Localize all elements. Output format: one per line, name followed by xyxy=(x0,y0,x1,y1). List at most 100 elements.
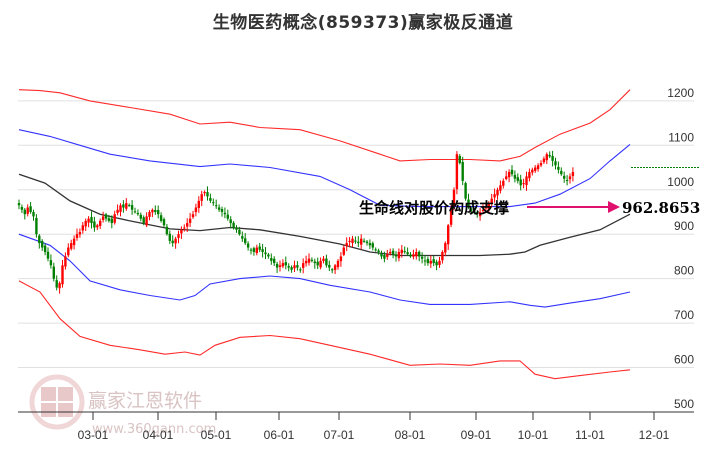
candle-body xyxy=(531,169,534,173)
candle-body xyxy=(513,174,517,179)
candle-body xyxy=(84,220,87,227)
candle-body xyxy=(191,214,195,218)
candle-body xyxy=(394,254,398,257)
channel-lines xyxy=(18,89,631,380)
candle-body xyxy=(539,163,543,166)
x-tick-label: 12-01 xyxy=(639,428,670,442)
life-line-line xyxy=(18,173,631,257)
candle-body xyxy=(368,243,372,246)
candle-body xyxy=(90,217,93,224)
candle-body xyxy=(502,180,505,186)
candle-body xyxy=(339,256,343,262)
candle-body xyxy=(38,235,41,244)
candle-body xyxy=(420,256,424,259)
candle-body xyxy=(20,207,24,210)
candle-body xyxy=(26,207,29,214)
candle-body xyxy=(400,249,403,254)
candle-body xyxy=(447,225,450,245)
y-tick-label: 1200 xyxy=(667,86,694,100)
candle-body xyxy=(61,265,64,285)
candle-body xyxy=(362,240,366,242)
y-axis: 500 600 700 800 900 1000 1100 1200 xyxy=(667,86,694,411)
candle-body xyxy=(273,258,276,264)
candle-body xyxy=(35,217,38,235)
candle-body xyxy=(159,215,163,221)
candle-body xyxy=(563,175,566,179)
inner-lower-line xyxy=(18,233,631,308)
candle-body xyxy=(548,154,551,157)
candle-body xyxy=(386,254,389,257)
watermark-brand: 赢家江恩软件 xyxy=(88,390,202,412)
candle-body xyxy=(122,204,125,208)
candle-body xyxy=(560,170,563,175)
candle-body xyxy=(432,259,435,264)
watermark: 赢家江恩软件 www.360gann.com xyxy=(29,374,216,437)
candle-body xyxy=(449,207,453,225)
x-tick-label: 05-01 xyxy=(201,428,232,442)
candle-body xyxy=(452,189,456,206)
candle-body xyxy=(168,233,171,241)
candle-body xyxy=(380,253,383,257)
candle-body xyxy=(348,240,351,242)
candle-body xyxy=(310,259,314,261)
candle-body xyxy=(261,249,264,252)
candle-body xyxy=(568,176,572,180)
candle-body xyxy=(516,177,519,181)
candle-body xyxy=(171,240,174,244)
candle-body xyxy=(290,267,293,270)
candle-body xyxy=(299,269,302,271)
candle-body xyxy=(490,198,493,204)
y-tick-label: 1000 xyxy=(667,175,694,189)
candle-body xyxy=(534,167,537,171)
candle-body xyxy=(426,258,430,264)
candle-body xyxy=(49,260,53,266)
candle-body xyxy=(70,243,73,249)
candle-body xyxy=(342,247,345,255)
candle-body xyxy=(17,203,21,206)
candle-body xyxy=(423,260,427,262)
candle-body xyxy=(64,256,67,267)
candle-body xyxy=(148,211,151,217)
candle-body xyxy=(235,227,238,230)
candle-body xyxy=(23,209,26,215)
candle-body xyxy=(32,211,35,217)
candle-body xyxy=(162,219,166,226)
candle-body xyxy=(165,226,169,235)
candle-body xyxy=(525,176,528,186)
candle-body xyxy=(183,227,186,229)
candle-body xyxy=(542,158,546,163)
candle-body xyxy=(55,280,58,288)
candle-body xyxy=(354,240,357,242)
candle-body xyxy=(93,221,96,228)
candle-body xyxy=(226,214,229,219)
candle-body xyxy=(67,247,70,256)
candle-body xyxy=(435,261,438,266)
chart-title: 生物医药概念(859373)赢家极反通道 xyxy=(212,13,514,33)
candle-body xyxy=(136,212,140,215)
candle-body xyxy=(319,260,322,268)
x-axis: 03-01 04-01 05-01 06-01 07-01 08-01 09-01 10-01… xyxy=(18,411,694,442)
candle-body xyxy=(217,207,221,210)
candle-body xyxy=(241,236,244,239)
candle-body xyxy=(113,214,116,223)
candle-body xyxy=(278,265,282,268)
candle-body xyxy=(212,202,215,204)
candle-body xyxy=(481,209,485,212)
candle-body xyxy=(409,254,412,257)
candle-body xyxy=(571,171,575,177)
arrow-head-icon xyxy=(608,201,620,213)
candle-body xyxy=(145,216,148,226)
candle-body xyxy=(438,260,441,265)
candle-body xyxy=(554,161,557,166)
x-tick-label: 10-01 xyxy=(518,428,549,442)
candle-body xyxy=(333,265,337,270)
candle-body xyxy=(316,261,319,266)
candle-body xyxy=(357,241,360,244)
candle-body xyxy=(238,229,241,235)
candle-body xyxy=(275,263,279,268)
candle-body xyxy=(403,251,406,253)
candle-body xyxy=(264,252,267,255)
candle-body xyxy=(139,214,142,219)
candle-body xyxy=(128,205,131,207)
candle-body xyxy=(473,209,476,212)
